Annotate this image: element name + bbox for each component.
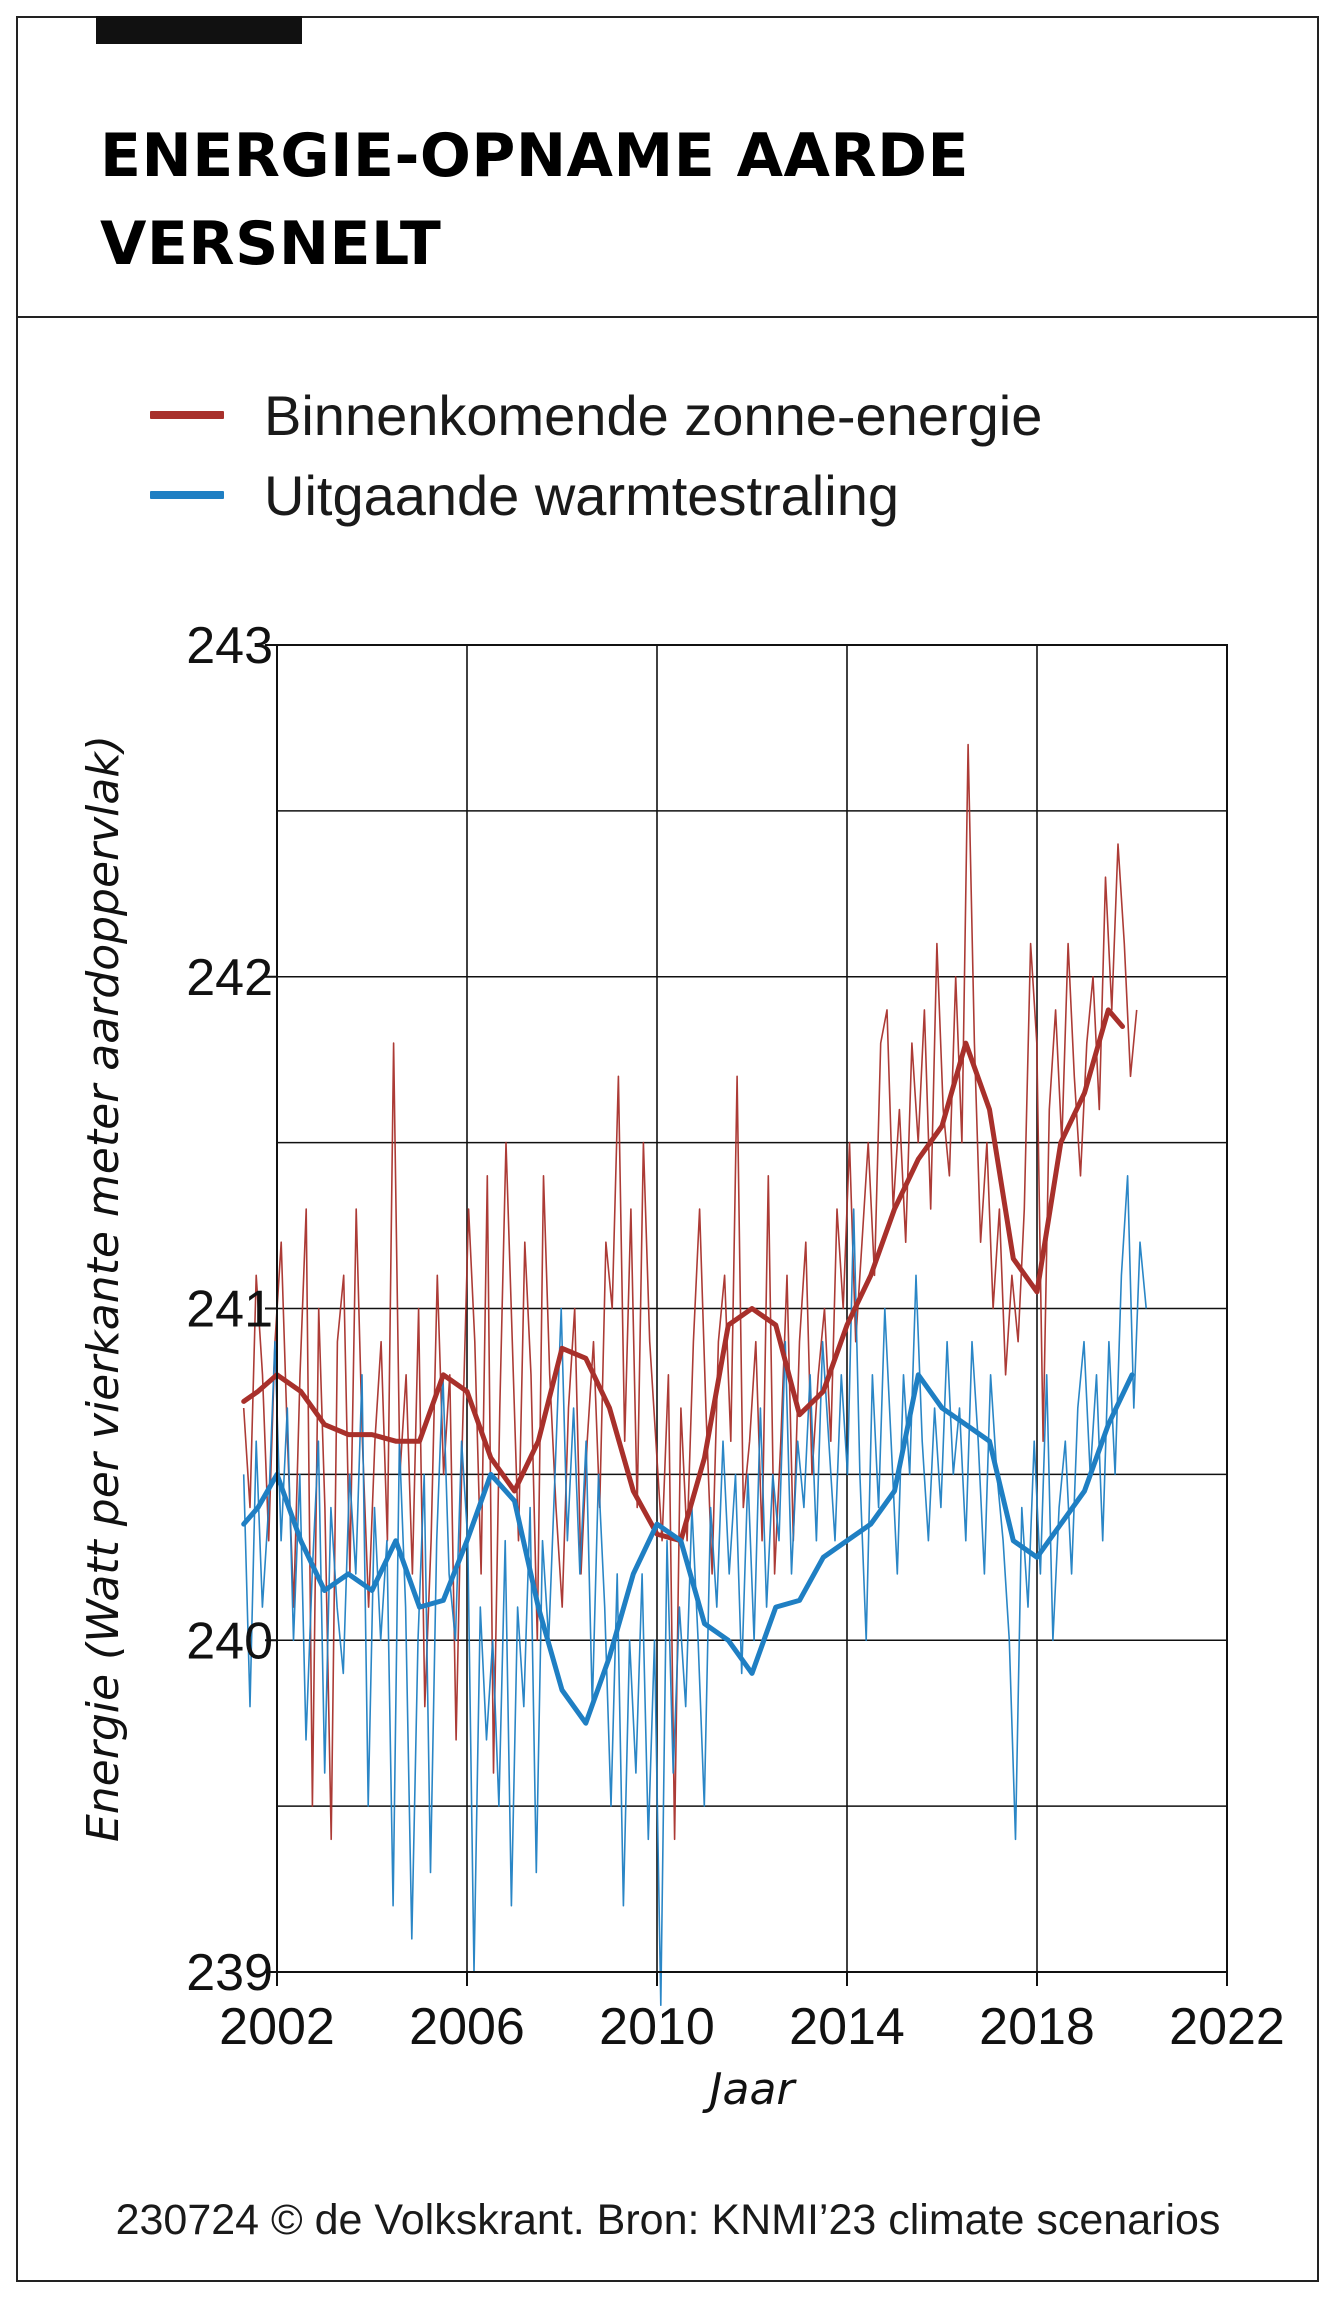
- source-credit: 230724 © de Volkskrant. Bron: KNMI’23 cl…: [115, 2196, 1221, 2244]
- chart-series: [241, 743, 1147, 2006]
- y-tick-label: 239: [186, 1944, 273, 2002]
- legend-swatch-incoming: [150, 411, 224, 419]
- chart-title: ENERGIE-OPNAME AARDE VERSNELT: [100, 121, 969, 279]
- x-tick-label: 2018: [979, 1998, 1095, 2056]
- figure-frame: [16, 16, 1319, 2282]
- legend-item-incoming: Binnenkomende zonne-energie: [150, 375, 1042, 455]
- legend-item-outgoing: Uitgaande warmtestraling: [150, 455, 899, 535]
- y-axis-ticks: 239 240 241 242 243: [186, 617, 277, 2002]
- title-divider: [16, 316, 1319, 318]
- y-tick-label: 243: [186, 617, 273, 675]
- title-accent-bar: [96, 16, 302, 44]
- x-tick-label: 2010: [599, 1998, 715, 2056]
- energy-line-chart: 2002 2006 2010 2014 2018 2022 239 240 241 242 243…: [78, 617, 1285, 2115]
- x-axis-title: Jaar: [702, 2064, 798, 2115]
- y-tick-label: 241: [186, 1281, 273, 1339]
- series-monthly-incoming: [242, 743, 1138, 1841]
- x-tick-label: 2014: [789, 1998, 905, 2056]
- legend-label-outgoing: Uitgaande warmtestraling: [264, 463, 899, 527]
- legend-label-incoming: Binnenkomende zonne-energie: [264, 383, 1043, 447]
- x-tick-label: 2006: [409, 1998, 525, 2056]
- y-tick-label: 242: [186, 949, 273, 1007]
- x-axis-ticks: 2002 2006 2010 2014 2018 2022: [219, 1972, 1285, 2056]
- y-axis-title: Energie (Watt per vierkante meter aardop…: [78, 735, 129, 1842]
- x-tick-label: 2022: [1169, 1998, 1285, 2056]
- x-tick-label: 2002: [219, 1998, 335, 2056]
- legend-swatch-outgoing: [150, 491, 224, 499]
- y-tick-label: 240: [186, 1612, 273, 1670]
- series-smoothed-outgoing: [241, 1372, 1135, 1726]
